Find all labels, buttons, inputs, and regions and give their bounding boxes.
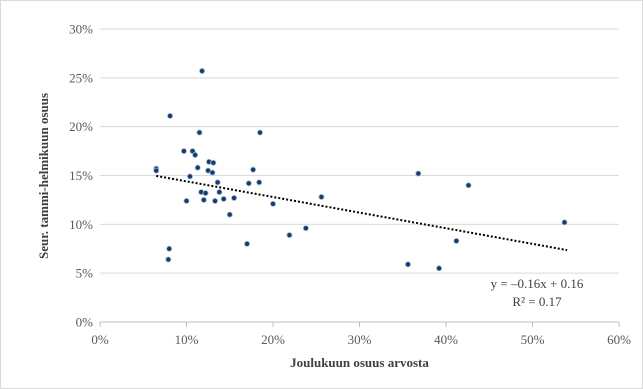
data-point — [250, 166, 257, 173]
data-point — [167, 112, 174, 119]
data-point — [180, 148, 187, 155]
y-tick-label: 10% — [69, 217, 93, 232]
data-point — [183, 197, 190, 204]
data-point — [196, 129, 203, 136]
y-tick-label: 15% — [69, 168, 93, 183]
data-point — [200, 196, 207, 203]
gridlines — [100, 28, 619, 274]
data-point — [214, 179, 221, 186]
x-tick-label: 50% — [521, 332, 545, 347]
x-tick-label: 20% — [261, 332, 285, 347]
data-point — [194, 164, 201, 171]
data-point — [465, 182, 472, 189]
data-point — [153, 167, 160, 174]
data-point — [210, 159, 217, 166]
data-point — [286, 232, 293, 239]
data-point — [436, 265, 443, 272]
data-point — [216, 189, 223, 196]
data-point — [415, 170, 422, 177]
axes — [99, 321, 620, 327]
trendline-equation: y = –0.16x + 0.16 — [491, 276, 584, 291]
data-point — [404, 261, 411, 268]
data-point — [165, 256, 172, 263]
y-tick-label: 30% — [69, 22, 93, 37]
trendline-r-squared: R² = 0.17 — [512, 294, 562, 309]
x-axis-title: Joulukuun osuus arvosta — [290, 355, 429, 370]
data-point — [318, 193, 325, 200]
data-point — [244, 240, 251, 247]
data-points — [153, 67, 568, 272]
data-point — [302, 225, 309, 232]
trendline — [156, 174, 568, 252]
data-point — [245, 180, 252, 187]
data-point — [202, 190, 209, 197]
data-point — [256, 179, 263, 186]
data-point — [453, 237, 460, 244]
x-tick-label: 10% — [175, 332, 199, 347]
data-point — [231, 194, 238, 201]
trendline-group — [156, 174, 568, 252]
y-axis-title: Seur. tammi-helmikuun osuus — [36, 93, 51, 259]
data-point — [166, 245, 173, 252]
data-point — [220, 195, 227, 202]
x-tick-label: 60% — [607, 332, 631, 347]
data-point — [269, 200, 276, 207]
y-tick-label: 25% — [69, 70, 93, 85]
y-tick-label: 20% — [69, 119, 93, 134]
x-tick-label: 30% — [348, 332, 372, 347]
y-tick-label: 0% — [76, 315, 94, 330]
data-point — [226, 211, 233, 218]
data-point — [209, 169, 216, 176]
data-point — [561, 219, 568, 226]
data-point — [199, 67, 206, 74]
y-tick-label: 5% — [76, 266, 94, 281]
x-tick-label: 40% — [434, 332, 458, 347]
x-tick-label: 0% — [91, 332, 109, 347]
data-point — [186, 173, 193, 180]
data-point — [257, 129, 264, 136]
tick-labels: 0% 5% 10% 15% 20% 25% 30% 0% 10% 20% 30% 40% 50% 60% — [69, 22, 631, 348]
data-point — [192, 151, 199, 158]
data-point — [212, 197, 219, 204]
